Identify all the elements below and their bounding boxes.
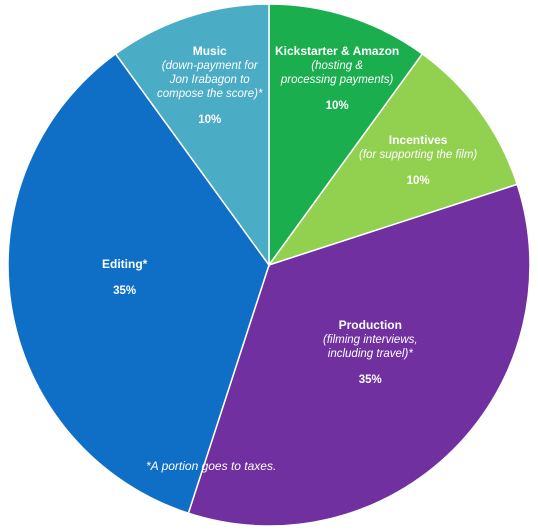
pie-slice-production [187,183,531,527]
slice-description: (filming interviews, [323,334,418,346]
slice-percentage: 10% [325,100,349,112]
slice-description: processing payments) [280,74,394,86]
slice-label: Editing* 35% [102,257,147,298]
slice-label: Production (filming interviews, including … [323,318,418,387]
pie-slice-incentives [267,52,519,267]
slice-description: (hosting & [311,60,364,72]
pie-slice-kickstarter-amazon [268,3,424,268]
slice-percentage: 10% [406,175,430,187]
slice-name: Kickstarter & Amazon [275,44,400,58]
slice-description: Jon Irabagon to [169,74,250,86]
slice-percentage: 35% [113,285,137,297]
slice-name: Incentives [388,133,448,147]
slice-percentage: 10% [198,114,222,126]
slice-description: including travel)* [327,348,413,360]
slice-name: Music [192,44,227,58]
slice-label: Music (down-payment for Jon Irabagon to com… [157,44,262,127]
chart-footnote: *A portion goes to taxes. [146,459,277,473]
slice-label: Kickstarter & Amazon (hosting & processing… [275,44,399,113]
slice-percentage: 35% [358,374,382,386]
slice-description: compose the score)* [157,88,263,100]
slice-description: (down-payment for [161,60,258,72]
slice-description: (for supporting the film) [359,149,478,161]
slice-name: Production [338,318,402,332]
pie-slice-editing [7,52,270,515]
pie-slice-music [114,3,270,268]
slice-name: Editing* [102,257,148,271]
slice-label: Incentives (for supporting the film) 10% [359,133,477,188]
